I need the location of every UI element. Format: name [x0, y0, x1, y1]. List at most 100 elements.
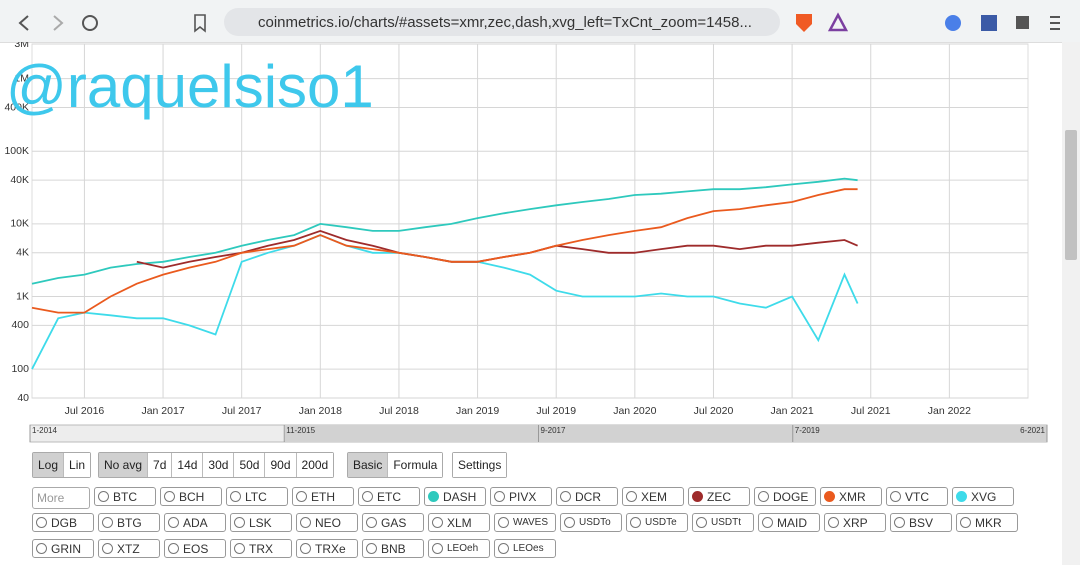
asset-label: TRXe	[315, 541, 346, 556]
toggle-button[interactable]: Formula	[388, 453, 443, 477]
asset-button[interactable]: ETC	[358, 487, 420, 506]
asset-button[interactable]: ETH	[292, 487, 354, 506]
asset-button[interactable]: NEO	[296, 513, 358, 532]
radio	[758, 491, 769, 502]
toggle-button[interactable]: 30d	[203, 453, 235, 477]
forward-button[interactable]	[53, 15, 64, 31]
y-tick-label: 10K	[10, 218, 29, 230]
scrollbar[interactable]	[1062, 42, 1080, 565]
radio	[630, 517, 641, 528]
watermark: @raquelsiso1	[6, 53, 374, 120]
toggle-button[interactable]: Log	[33, 453, 65, 477]
asset-button[interactable]: BTG	[98, 513, 160, 532]
radio	[300, 517, 311, 528]
asset-label: DGB	[51, 515, 78, 530]
asset-button[interactable]: TRX	[230, 539, 292, 558]
asset-button[interactable]: BSV	[890, 513, 952, 532]
asset-button[interactable]: BNB	[362, 539, 424, 558]
radio	[696, 517, 707, 528]
radio	[432, 543, 443, 554]
toggle-button[interactable]: 7d	[148, 453, 173, 477]
series-line	[31, 188, 858, 314]
asset-button[interactable]: WAVES	[494, 513, 556, 532]
radio	[164, 491, 175, 502]
x-tick-label: Jul 2019	[536, 405, 576, 417]
radio	[296, 491, 307, 502]
brave-shield[interactable]	[796, 14, 812, 32]
asset-label: GAS	[381, 515, 407, 530]
asset-button[interactable]: GRIN	[32, 539, 94, 558]
asset-button[interactable]: DGB	[32, 513, 94, 532]
asset-label: TRX	[249, 541, 273, 556]
radio	[890, 491, 901, 502]
x-tick-label: Jul 2021	[851, 405, 891, 417]
radio	[560, 491, 571, 502]
asset-button[interactable]: XTZ	[98, 539, 160, 558]
asset-label: USDTe	[645, 517, 677, 528]
extension-icon[interactable]	[981, 15, 997, 31]
asset-button[interactable]: TRXe	[296, 539, 358, 558]
asset-label: XEM	[641, 489, 668, 504]
scroll-thumb[interactable]	[1065, 130, 1077, 260]
button-group: Settings	[452, 452, 508, 478]
asset-label: XRP	[843, 515, 868, 530]
extensions-button[interactable]	[1016, 16, 1029, 29]
button-group: No avg 7d 14d 30d 50d 90d 200d	[98, 452, 335, 478]
asset-button[interactable]: PIVX	[490, 487, 552, 506]
radio	[960, 517, 971, 528]
range-selection	[285, 425, 1047, 442]
asset-button[interactable]: BCH	[160, 487, 222, 506]
toggle-button[interactable]: No avg	[99, 453, 149, 477]
asset-button[interactable]: XLM	[428, 513, 490, 532]
asset-button[interactable]: USDTt	[692, 513, 754, 532]
asset-button[interactable]: DASH	[424, 487, 486, 506]
asset-button[interactable]: DOGE	[754, 487, 816, 506]
toggle-button[interactable]: Settings	[453, 453, 507, 477]
asset-button[interactable]: LEOes	[494, 539, 556, 558]
asset-button[interactable]: LTC	[226, 487, 288, 506]
asset-button[interactable]: ADA	[164, 513, 226, 532]
asset-button[interactable]: VTC	[886, 487, 948, 506]
asset-label: ADA	[183, 515, 208, 530]
back-button[interactable]	[18, 15, 29, 31]
asset-label: BTC	[113, 489, 137, 504]
asset-button[interactable]: LEOeh	[428, 539, 490, 558]
menu-button[interactable]	[1050, 16, 1060, 30]
asset-button[interactable]: LSK	[230, 513, 292, 532]
asset-button[interactable]: XEM	[622, 487, 684, 506]
brave-rewards[interactable]	[827, 12, 849, 32]
asset-button[interactable]: BTC	[94, 487, 156, 506]
toggle-button[interactable]: 200d	[296, 453, 334, 477]
asset-label: PIVX	[509, 489, 537, 504]
bookmark-button[interactable]	[194, 14, 206, 33]
asset-button[interactable]: MAID	[758, 513, 820, 532]
x-tick-label: Jan 2020	[613, 405, 656, 417]
radio	[894, 517, 905, 528]
toggle-button[interactable]: Basic	[348, 453, 389, 477]
asset-button[interactable]: XMR	[820, 487, 882, 506]
radio	[366, 543, 377, 554]
more-select[interactable]: More	[32, 487, 90, 509]
asset-button[interactable]: MKR	[956, 513, 1018, 532]
asset-button[interactable]: XVG	[952, 487, 1014, 506]
reload-button[interactable]	[82, 15, 98, 31]
asset-button[interactable]: GAS	[362, 513, 424, 532]
asset-button[interactable]: USDTe	[626, 513, 688, 532]
asset-row: GRIN XTZ EOS TRX TRXe BNB LEOeh LEOes	[32, 539, 556, 558]
asset-button[interactable]: USDTo	[560, 513, 622, 532]
button-group: Basic Formula	[347, 452, 444, 478]
asset-button[interactable]: DCR	[556, 487, 618, 506]
asset-button[interactable]: EOS	[164, 539, 226, 558]
toggle-button[interactable]: 14d	[172, 453, 204, 477]
translate-icon[interactable]	[945, 15, 961, 31]
address-bar[interactable]	[224, 8, 780, 36]
x-tick-label: Jul 2016	[65, 405, 105, 417]
radio	[168, 543, 179, 554]
asset-button[interactable]: XRP	[824, 513, 886, 532]
toggle-button[interactable]: 50d	[234, 453, 266, 477]
toggle-button[interactable]: Lin	[64, 453, 91, 477]
asset-button[interactable]: ZEC	[688, 487, 750, 506]
y-tick-label: 400	[11, 319, 29, 331]
x-tick-label: Jan 2017	[141, 405, 184, 417]
toggle-button[interactable]: 90d	[265, 453, 297, 477]
